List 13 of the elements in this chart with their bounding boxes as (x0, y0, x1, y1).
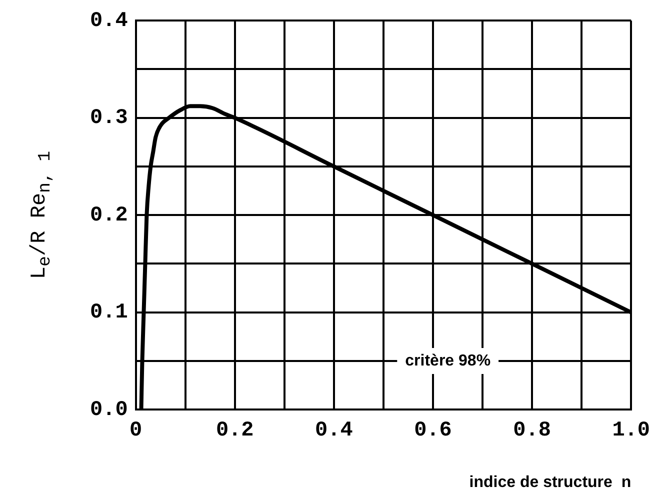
y-tick-label: 0.1 (90, 302, 128, 325)
y-tick-label: 0.2 (90, 204, 128, 228)
x-tick-label: 0.2 (216, 419, 254, 442)
x-tick-label: 0.6 (414, 419, 452, 442)
x-tick-label: 0.4 (315, 419, 353, 442)
x-tick-label: 0 (130, 419, 142, 442)
y-tick-label: 0.4 (90, 10, 128, 33)
x-axis-title: indice de structure n (469, 474, 632, 491)
y-tick-label: 0.3 (90, 107, 128, 130)
y-tick-label: 0.0 (90, 398, 128, 422)
annotation: critère 98% (405, 352, 491, 370)
x-tick-label: 0.8 (513, 419, 551, 442)
x-tick-label: 1.0 (612, 419, 650, 442)
